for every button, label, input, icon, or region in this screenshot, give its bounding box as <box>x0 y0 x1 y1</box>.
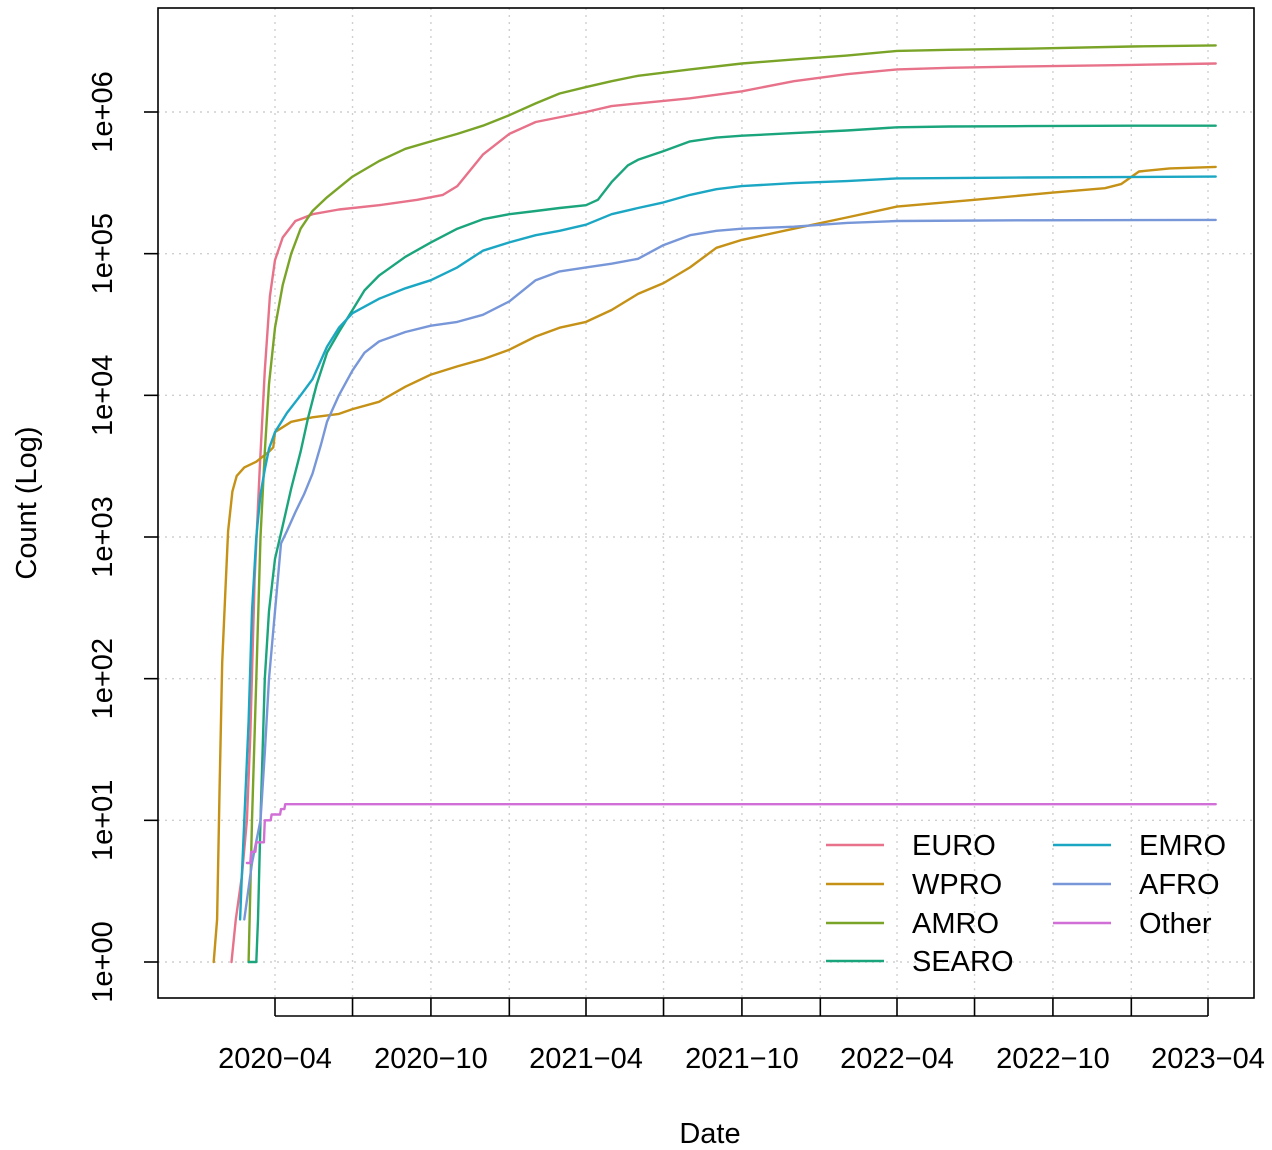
plot-frame <box>158 8 1254 998</box>
y-tick-label: 1e+00 <box>87 921 119 1002</box>
series-group <box>214 45 1216 962</box>
x-axis: 2020−04 2020−10 2021−04 2021−10 2022−04 2022−… <box>218 998 1265 1075</box>
series-line-afro <box>244 220 1215 920</box>
x-axis-label: Date <box>679 1118 740 1150</box>
series-line-emro <box>240 177 1216 920</box>
x-tick-label: 2022−04 <box>840 1043 954 1075</box>
y-axis-label: Count (Log) <box>11 426 43 579</box>
x-tick-label: 2021−10 <box>685 1043 799 1075</box>
series-line-other <box>247 804 1216 863</box>
x-tick-label: 2020−10 <box>374 1043 488 1075</box>
legend-label-wpro: WPRO <box>912 869 1002 901</box>
series-line-amro <box>249 45 1216 962</box>
y-tick-label: 1e+01 <box>87 780 119 861</box>
legend-label-other: Other <box>1139 908 1212 940</box>
y-tick-label: 1e+06 <box>87 71 119 152</box>
legend-label-amro: AMRO <box>912 908 999 940</box>
legend-label-emro: EMRO <box>1139 830 1226 862</box>
y-axis: 1e+00 1e+01 1e+02 1e+03 1e+04 1e+05 1e+06 <box>87 71 158 1002</box>
legend-label-searo: SEARO <box>912 946 1014 978</box>
grid-lines <box>158 8 1254 998</box>
y-tick-label: 1e+05 <box>87 213 119 294</box>
series-line-wpro <box>214 167 1216 962</box>
y-tick-label: 1e+02 <box>87 638 119 719</box>
legend-label-afro: AFRO <box>1139 869 1220 901</box>
x-tick-label: 2020−04 <box>218 1043 332 1075</box>
series-line-searo <box>249 126 1216 962</box>
legend: EURO WPRO AMRO SEARO EMRO AFRO Other <box>826 830 1226 978</box>
y-tick-label: 1e+04 <box>87 355 119 436</box>
x-tick-label: 2021−04 <box>529 1043 643 1075</box>
x-tick-label: 2022−10 <box>996 1043 1110 1075</box>
series-line-euro <box>232 64 1216 963</box>
y-tick-label: 1e+03 <box>87 496 119 577</box>
x-tick-label: 2023−04 <box>1151 1043 1265 1075</box>
legend-label-euro: EURO <box>912 830 996 862</box>
